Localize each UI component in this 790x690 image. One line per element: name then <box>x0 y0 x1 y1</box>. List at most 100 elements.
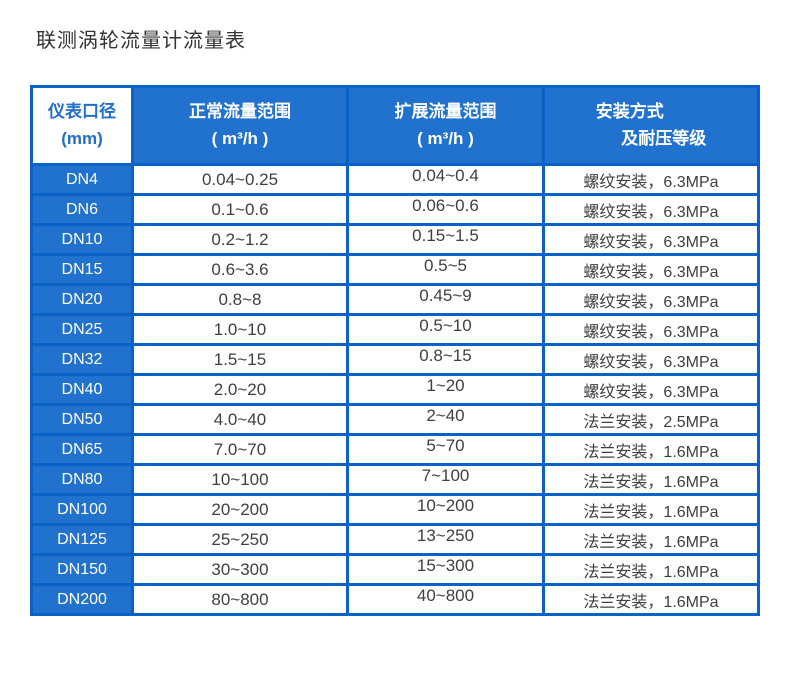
normal-range-cell: 20~200 <box>131 493 349 526</box>
column-header-installation-line2: 及耐压等级 <box>621 128 707 148</box>
extended-range-cell: 0.15~1.5 <box>346 223 545 256</box>
extended-range-value: 13~250 <box>416 525 475 545</box>
table-row: DN125 25~250 13~250 法兰安装，1.6MPa <box>30 523 760 556</box>
table-row: DN80 10~100 7~100 法兰安装，1.6MPa <box>30 463 760 496</box>
diameter-cell: DN125 <box>30 523 134 556</box>
installation-cell: 螺纹安装，6.3MPa <box>542 193 760 226</box>
extended-range-cell: 7~100 <box>346 463 545 496</box>
normal-range-cell: 2.0~20 <box>131 373 349 406</box>
installation-cell: 法兰安装，1.6MPa <box>542 433 760 466</box>
extended-range-value: 10~200 <box>416 495 475 515</box>
diameter-cell: DN6 <box>30 193 134 226</box>
diameter-cell: DN65 <box>30 433 134 466</box>
table-row: DN40 2.0~20 1~20 螺纹安装，6.3MPa <box>30 373 760 406</box>
table-row: DN50 4.0~40 2~40 法兰安装，2.5MPa <box>30 403 760 436</box>
extended-range-cell: 1~20 <box>346 373 545 406</box>
column-header-extended-range-line1: 扩展流量范围 <box>394 102 497 122</box>
diameter-cell: DN200 <box>30 583 134 616</box>
column-header-normal-range: 正常流量范围 ( m³/h ) <box>131 85 349 166</box>
table-row: DN32 1.5~15 0.8~15 螺纹安装，6.3MPa <box>30 343 760 376</box>
column-header-normal-range-line1: 正常流量范围 <box>189 102 291 122</box>
extended-range-value: 0.5~10 <box>419 315 472 335</box>
extended-range-value: 0.06~0.6 <box>412 195 479 215</box>
extended-range-cell: 0.5~5 <box>346 253 545 286</box>
normal-range-cell: 0.04~0.25 <box>131 163 349 196</box>
extended-range-value: 7~100 <box>421 465 470 485</box>
extended-range-value: 1~20 <box>426 375 465 395</box>
diameter-cell: DN10 <box>30 223 134 256</box>
diameter-cell: DN15 <box>30 253 134 286</box>
diameter-cell: DN100 <box>30 493 134 526</box>
extended-range-cell: 0.04~0.4 <box>346 163 545 196</box>
extended-range-cell: 2~40 <box>346 403 545 436</box>
extended-range-cell: 0.5~10 <box>346 313 545 346</box>
column-header-installation-line1: 安装方式 <box>595 102 664 122</box>
extended-range-value: 0.45~9 <box>419 285 472 305</box>
diameter-cell: DN20 <box>30 283 134 316</box>
normal-range-cell: 80~800 <box>131 583 349 616</box>
normal-range-cell: 4.0~40 <box>131 403 349 436</box>
diameter-cell: DN150 <box>30 553 134 586</box>
normal-range-cell: 0.1~0.6 <box>131 193 349 226</box>
table-row: DN6 0.1~0.6 0.06~0.6 螺纹安装，6.3MPa <box>30 193 760 226</box>
extended-range-cell: 0.06~0.6 <box>346 193 545 226</box>
column-header-diameter-line2: (mm) <box>61 128 103 148</box>
extended-range-value: 0.15~1.5 <box>412 225 479 245</box>
extended-range-value: 5~70 <box>426 435 465 455</box>
extended-range-value: 15~300 <box>416 555 475 575</box>
extended-range-value: 2~40 <box>426 405 465 425</box>
extended-range-cell: 13~250 <box>346 523 545 556</box>
extended-range-cell: 0.8~15 <box>346 343 545 376</box>
diameter-cell: DN40 <box>30 373 134 406</box>
installation-cell: 法兰安装，1.6MPa <box>542 553 760 586</box>
table-body: DN4 0.04~0.25 0.04~0.4 螺纹安装，6.3MPa DN6 0… <box>30 163 760 616</box>
table-row: DN25 1.0~10 0.5~10 螺纹安装，6.3MPa <box>30 313 760 346</box>
installation-cell: 螺纹安装，6.3MPa <box>542 313 760 346</box>
normal-range-cell: 1.0~10 <box>131 313 349 346</box>
diameter-cell: DN25 <box>30 313 134 346</box>
installation-cell: 法兰安装，1.6MPa <box>542 583 760 616</box>
column-header-extended-range: 扩展流量范围 ( m³/h ) <box>346 85 545 166</box>
normal-range-cell: 0.6~3.6 <box>131 253 349 286</box>
installation-cell: 螺纹安装，6.3MPa <box>542 163 760 196</box>
diameter-cell: DN80 <box>30 463 134 496</box>
extended-range-cell: 5~70 <box>346 433 545 466</box>
normal-range-cell: 0.2~1.2 <box>131 223 349 256</box>
table-row: DN65 7.0~70 5~70 法兰安装，1.6MPa <box>30 433 760 466</box>
installation-cell: 螺纹安装，6.3MPa <box>542 373 760 406</box>
table-row: DN150 30~300 15~300 法兰安装，1.6MPa <box>30 553 760 586</box>
column-header-normal-range-line2: ( m³/h ) <box>211 128 269 148</box>
installation-cell: 螺纹安装，6.3MPa <box>542 223 760 256</box>
extended-range-cell: 40~800 <box>346 583 545 616</box>
diameter-cell: DN4 <box>30 163 134 196</box>
normal-range-cell: 30~300 <box>131 553 349 586</box>
installation-cell: 螺纹安装，6.3MPa <box>542 343 760 376</box>
table-row: DN100 20~200 10~200 法兰安装，1.6MPa <box>30 493 760 526</box>
extended-range-value: 0.5~5 <box>423 255 467 275</box>
flow-range-table: 仪表口径 (mm) 正常流量范围 ( m³/h ) 扩展流量范围 ( m³/h … <box>30 85 760 616</box>
diameter-cell: DN50 <box>30 403 134 436</box>
normal-range-cell: 25~250 <box>131 523 349 556</box>
extended-range-cell: 10~200 <box>346 493 545 526</box>
extended-range-value: 40~800 <box>416 585 475 605</box>
table-header: 仪表口径 (mm) 正常流量范围 ( m³/h ) 扩展流量范围 ( m³/h … <box>30 85 760 166</box>
extended-range-cell: 0.45~9 <box>346 283 545 316</box>
table-row: DN15 0.6~3.6 0.5~5 螺纹安装，6.3MPa <box>30 253 760 286</box>
page-title: 联测涡轮流量计流量表 <box>36 30 246 52</box>
installation-cell: 法兰安装，2.5MPa <box>542 403 760 436</box>
normal-range-cell: 0.8~8 <box>131 283 349 316</box>
table-row: DN20 0.8~8 0.45~9 螺纹安装，6.3MPa <box>30 283 760 316</box>
extended-range-cell: 15~300 <box>346 553 545 586</box>
normal-range-cell: 10~100 <box>131 463 349 496</box>
installation-cell: 法兰安装，1.6MPa <box>542 493 760 526</box>
column-header-installation-block: 安装方式 及耐压等级 <box>596 99 707 152</box>
column-header-diameter: 仪表口径 (mm) <box>30 85 134 166</box>
normal-range-cell: 1.5~15 <box>131 343 349 376</box>
table-row: DN4 0.04~0.25 0.04~0.4 螺纹安装，6.3MPa <box>30 163 760 196</box>
installation-cell: 法兰安装，1.6MPa <box>542 463 760 496</box>
installation-cell: 螺纹安装，6.3MPa <box>542 253 760 286</box>
extended-range-value: 0.8~15 <box>419 345 472 365</box>
extended-range-value: 0.04~0.4 <box>412 165 479 185</box>
installation-cell: 法兰安装，1.6MPa <box>542 523 760 556</box>
normal-range-cell: 7.0~70 <box>131 433 349 466</box>
